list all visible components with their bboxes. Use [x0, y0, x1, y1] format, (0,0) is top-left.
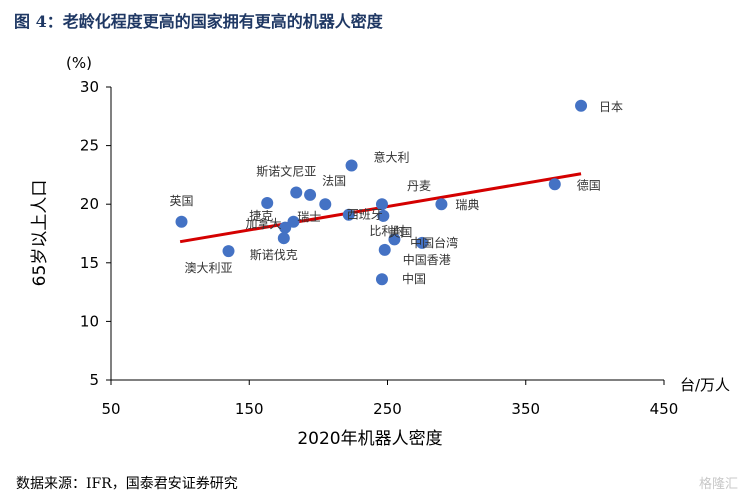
y-unit-label: (%): [66, 54, 92, 72]
point-label: 澳大利亚: [185, 261, 233, 275]
point-label: 斯诺伐克: [250, 248, 298, 262]
point-label: 中国: [402, 271, 426, 286]
point-label: 捷克: [249, 209, 273, 223]
point-label: 比利时: [369, 224, 405, 238]
point-label: 德国: [577, 177, 601, 192]
point-label: 法国: [322, 174, 346, 188]
data-point: [345, 159, 358, 172]
data-point: [375, 273, 388, 286]
y-tick-label: 15: [80, 254, 99, 272]
data-point: [416, 236, 429, 249]
point-label: 瑞典: [455, 198, 479, 212]
data-point: [319, 198, 332, 211]
y-tick-label: 20: [80, 195, 99, 213]
data-point: [277, 232, 290, 245]
point-label: 中国香港: [403, 252, 451, 267]
source-note: 数据来源：IFR，国泰君安证券研究: [16, 476, 238, 492]
watermark-logo: 格隆汇: [698, 477, 738, 492]
axes: 5 10 15 20 25 30 50 150 250 350 450 (%) 台/万人 2020年机器人…: [30, 54, 730, 449]
data-point: [375, 198, 388, 211]
y-tick-label: 30: [80, 78, 99, 96]
data-point: [378, 243, 391, 256]
data-points: [175, 99, 588, 286]
data-point: [342, 208, 355, 221]
point-label: 斯诺文尼亚: [256, 163, 316, 178]
point-label: 瑞士: [297, 210, 321, 224]
data-point: [377, 209, 390, 222]
y-tick-label: 10: [80, 312, 99, 330]
data-point: [575, 99, 588, 112]
x-tick-label: 350: [511, 400, 540, 418]
point-label: 美国: [388, 225, 412, 239]
y-tick-label: 25: [80, 137, 99, 155]
x-tick-label: 450: [650, 400, 679, 418]
point-label: 日本: [599, 100, 623, 114]
data-point: [548, 178, 561, 191]
data-point: [304, 188, 317, 201]
data-point: [287, 215, 300, 228]
point-label: 加拿大: [245, 216, 281, 231]
x-unit-label: 台/万人: [680, 376, 730, 394]
point-label: 英国: [169, 194, 193, 208]
data-point: [222, 245, 235, 258]
x-tick-label: 150: [235, 400, 264, 418]
point-label: 中国台湾: [410, 235, 458, 250]
point-label: 丹麦: [407, 179, 431, 193]
data-point: [435, 198, 448, 211]
data-point: [261, 197, 274, 210]
y-tick-label: 5: [89, 371, 99, 389]
data-point: [290, 186, 303, 199]
x-tick-label: 50: [101, 400, 120, 418]
point-label: 西班牙: [347, 208, 383, 222]
x-axis-title: 2020年机器人密度: [297, 429, 442, 449]
figure-title: 图 4：老龄化程度更高的国家拥有更高的机器人密度: [14, 12, 383, 31]
data-point: [279, 221, 292, 234]
point-label: 意大利: [374, 150, 410, 165]
y-axis-title: 65岁以上人口: [30, 180, 50, 287]
data-point: [388, 233, 401, 246]
x-tick-label: 250: [373, 400, 402, 418]
data-point: [175, 215, 188, 228]
